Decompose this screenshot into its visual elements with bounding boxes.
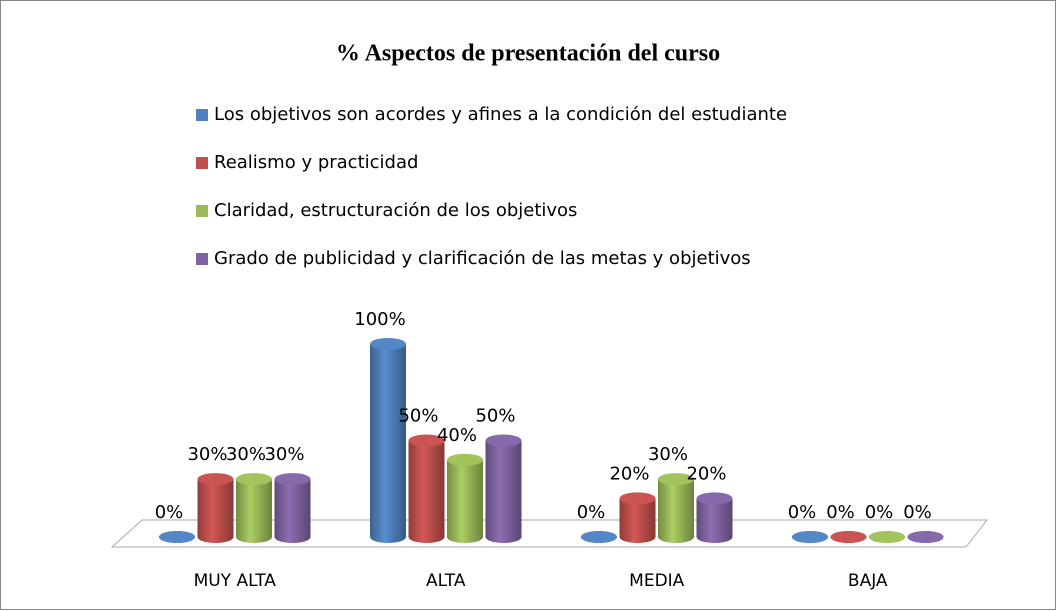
data-label: 30% [226, 444, 266, 465]
bar-top [619, 492, 656, 505]
data-label: 30% [187, 444, 227, 465]
bar-body [370, 344, 406, 537]
bar [619, 492, 656, 543]
data-label: 30% [264, 444, 304, 465]
legend-swatch [196, 205, 208, 217]
data-label: 100% [354, 309, 405, 330]
data-label: 0% [826, 502, 855, 523]
data-label: 20% [686, 463, 726, 484]
data-label: 50% [398, 406, 438, 427]
x-tick-label: BAJA [848, 571, 888, 591]
data-label: 0% [577, 502, 606, 523]
chart-title: % Aspectos de presentación del curso [336, 41, 720, 67]
legend-label: Los objetivos son acordes y afines a la … [214, 104, 787, 125]
bar-body [236, 479, 272, 537]
legend-swatch [196, 109, 208, 121]
bar [830, 531, 867, 543]
bar [658, 473, 694, 543]
bar-body [408, 440, 445, 537]
bar-body [658, 479, 694, 537]
bar-top [274, 473, 311, 486]
bar [696, 492, 733, 543]
bar-top [159, 531, 195, 543]
bar-top [408, 434, 445, 447]
legend-swatch [196, 157, 208, 169]
bar-top [370, 338, 406, 350]
bar-top [696, 492, 733, 505]
bar-body [619, 498, 656, 537]
bar [408, 434, 445, 543]
bar [792, 531, 828, 543]
data-label: 0% [788, 502, 817, 523]
floor [110, 519, 989, 548]
bar [581, 531, 617, 543]
bar-top [485, 434, 522, 447]
data-label: 50% [475, 406, 515, 427]
bar-body [485, 440, 522, 537]
bar-top [581, 531, 617, 543]
bar-body [197, 479, 234, 537]
legend-label: Claridad, estructuración de los objetivo… [214, 200, 577, 221]
data-label: 0% [155, 502, 184, 523]
bar-top [197, 473, 234, 486]
bar-top [907, 531, 944, 543]
bar-body [274, 479, 311, 537]
bar [869, 531, 905, 543]
legend-swatch [196, 253, 208, 265]
bar [197, 473, 234, 543]
data-label: 0% [865, 502, 894, 523]
bar-top [830, 531, 867, 543]
data-label: 40% [437, 425, 477, 446]
bar-top [447, 453, 483, 466]
bar-body [447, 459, 483, 537]
bar [236, 473, 272, 543]
x-tick-label: ALTA [426, 571, 466, 591]
bar [907, 531, 944, 543]
bar [485, 434, 522, 543]
bar-top [792, 531, 828, 543]
bar-top [658, 473, 694, 486]
data-label: 0% [903, 502, 932, 523]
bar-body [696, 498, 733, 537]
bar [370, 338, 406, 543]
x-tick-label: MEDIA [629, 571, 685, 591]
bar-top [869, 531, 905, 543]
data-label: 30% [648, 444, 688, 465]
legend-label: Realismo y practicidad [214, 152, 418, 173]
legend-label: Grado de publicidad y clarificación de l… [214, 248, 751, 269]
bar [159, 531, 195, 543]
bar-top [236, 473, 272, 486]
x-tick-label: MUY ALTA [194, 571, 277, 591]
bar [447, 453, 483, 543]
data-label: 20% [609, 463, 649, 484]
bar [274, 473, 311, 543]
